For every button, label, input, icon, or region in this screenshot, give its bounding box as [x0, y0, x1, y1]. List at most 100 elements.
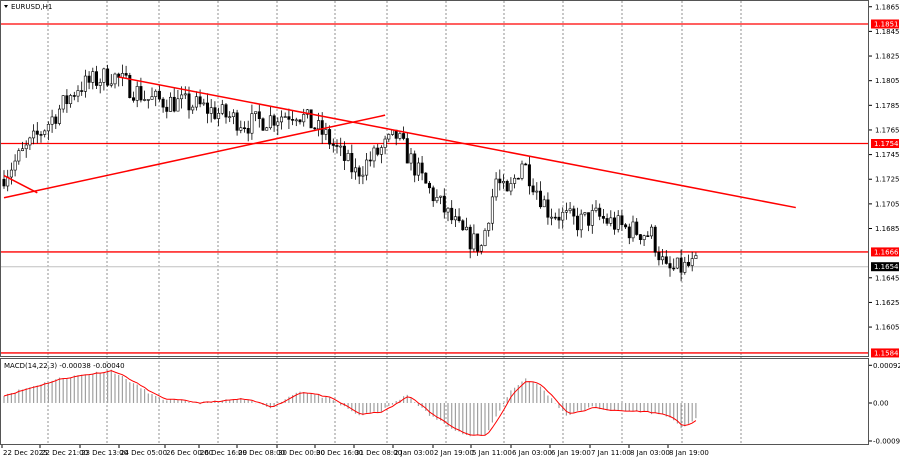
bear-candle — [627, 226, 631, 239]
bear-candle — [672, 267, 676, 270]
bull-candle — [590, 210, 594, 226]
bull-candle — [283, 116, 287, 118]
bull-candle — [209, 107, 213, 114]
bear-candle — [287, 116, 291, 120]
bear-candle — [668, 263, 672, 269]
bull-candle — [13, 160, 17, 171]
bull-candle — [365, 159, 369, 176]
bull-candle — [169, 96, 173, 112]
bull-candle — [361, 174, 365, 177]
bull-candle — [228, 116, 232, 119]
bull-candle — [631, 221, 635, 239]
bull-candle — [191, 106, 195, 111]
time-tick-label: 8 Jan 03:00 — [630, 449, 670, 457]
bull-candle — [9, 169, 13, 178]
time-tick-label: 29 Dec 08:00 — [238, 449, 285, 457]
horizontal-levels — [0, 23, 869, 354]
level-price-badge — [871, 348, 899, 358]
time-tick-label: 7 Jan 11:00 — [591, 449, 631, 457]
bull-candle — [176, 98, 180, 112]
bull-candle — [675, 257, 679, 269]
trendlines — [3, 76, 796, 209]
bear-candle — [575, 215, 579, 231]
bear-candle — [80, 90, 84, 92]
bull-candle — [453, 216, 457, 221]
bear-candle — [531, 185, 535, 193]
bear-candle — [350, 152, 354, 173]
bear-candle — [646, 235, 650, 237]
bear-candle — [653, 226, 657, 253]
time-tick-label: 30 Dec 00:00 — [278, 449, 325, 457]
bull-candle — [464, 226, 468, 231]
macd-frame — [0, 358, 869, 445]
bull-candle — [353, 167, 357, 173]
bull-candle — [61, 95, 65, 110]
bear-candle — [246, 128, 250, 134]
bear-candle — [368, 159, 372, 162]
bear-candle — [331, 143, 335, 146]
trendline — [118, 76, 796, 209]
bear-candle — [413, 153, 417, 176]
bear-candle — [538, 190, 542, 208]
bull-candle — [20, 148, 24, 151]
bull-candle — [202, 102, 206, 105]
bear-candle — [516, 177, 520, 180]
bull-candle — [294, 119, 298, 122]
bull-candle — [46, 123, 50, 132]
bull-candle — [57, 108, 61, 124]
bull-candle — [490, 196, 494, 224]
bull-candle — [446, 207, 450, 213]
level-price-badge — [871, 247, 899, 257]
dropdown-triangle-icon[interactable] — [4, 5, 8, 8]
price-tick-label: 1.1825 — [875, 53, 900, 61]
bear-candle — [468, 226, 472, 250]
bull-candle — [383, 138, 387, 148]
time-tick-label: 23 Dec 13:00 — [81, 449, 128, 457]
bull-candle — [564, 210, 568, 213]
bear-candle — [2, 178, 6, 187]
bear-candle — [261, 118, 265, 131]
bear-candle — [257, 111, 261, 120]
bull-candle — [616, 215, 620, 230]
grid — [47, 1, 742, 444]
macd-panel — [3, 369, 697, 437]
bear-candle — [124, 73, 128, 76]
bull-candle — [217, 112, 221, 119]
bear-candle — [427, 182, 431, 189]
bear-candle — [320, 120, 324, 135]
bear-candle — [405, 138, 409, 164]
bear-candle — [527, 164, 531, 187]
price-tick-label: 1.1745 — [875, 151, 900, 159]
bull-candle — [346, 152, 350, 161]
bull-candle — [146, 99, 150, 101]
bear-candle — [657, 252, 661, 261]
bear-candle — [524, 163, 528, 166]
bear-candle — [157, 90, 161, 100]
time-tick-label: 2 Jan 03:00 — [394, 449, 434, 457]
bear-candle — [65, 95, 69, 105]
trendline — [3, 174, 38, 194]
bull-candle — [98, 82, 102, 86]
bear-candle — [309, 109, 313, 129]
bear-candle — [624, 224, 628, 228]
bull-candle — [513, 177, 517, 184]
candles — [2, 64, 698, 282]
bull-candle — [649, 226, 653, 237]
bear-candle — [686, 261, 690, 266]
bull-candle — [642, 235, 646, 240]
bull-candle — [435, 197, 439, 202]
bull-candle — [390, 129, 394, 135]
price-tick-label: 1.1845 — [875, 28, 900, 36]
bear-candle — [132, 97, 136, 101]
bull-candle — [102, 68, 106, 83]
bull-candle — [305, 109, 309, 115]
bear-candle — [420, 162, 424, 174]
bear-candle — [139, 86, 143, 101]
bull-candle — [483, 230, 487, 246]
price-tick-label: 1.1765 — [875, 126, 900, 134]
bear-candle — [376, 147, 380, 155]
bear-candle — [206, 102, 210, 114]
price-tick-label: 1.1645 — [875, 274, 900, 282]
bull-candle — [472, 233, 476, 250]
